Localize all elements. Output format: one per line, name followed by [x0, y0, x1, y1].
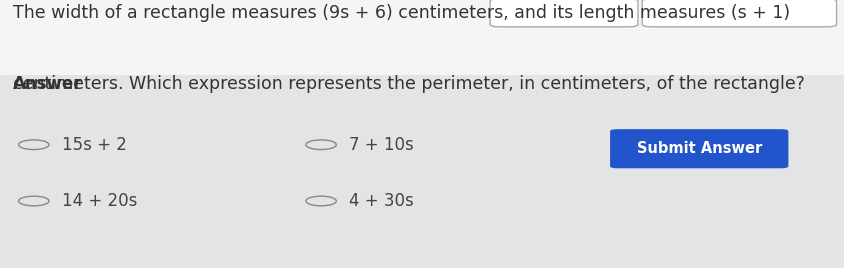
Bar [0, 0, 844, 75]
Text: 15s + 2: 15s + 2 [62, 136, 127, 154]
Bar [0, 75, 844, 268]
Text: 4 + 30s: 4 + 30s [349, 192, 414, 210]
Text: centimeters. Which expression represents the perimeter, in centimeters, of the r: centimeters. Which expression represents… [13, 75, 803, 93]
Text: Submit Answer: Submit Answer [636, 141, 761, 156]
FancyBboxPatch shape [609, 129, 787, 168]
FancyBboxPatch shape [490, 0, 637, 27]
Text: 7 + 10s: 7 + 10s [349, 136, 414, 154]
Text: 14 + 20s: 14 + 20s [62, 192, 137, 210]
Text: The width of a rectangle measures (9s + 6) centimeters, and its length measures : The width of a rectangle measures (9s + … [13, 4, 789, 22]
FancyBboxPatch shape [641, 0, 836, 27]
Text: Answer: Answer [13, 75, 82, 93]
